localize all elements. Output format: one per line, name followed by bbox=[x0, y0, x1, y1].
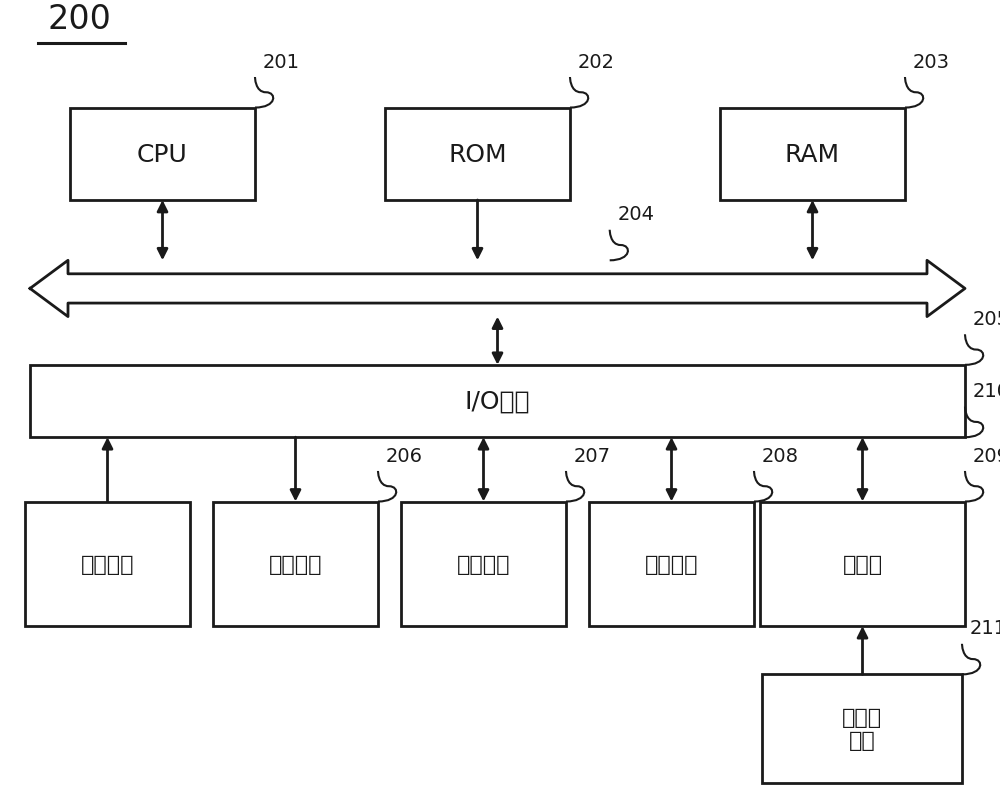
Text: 208: 208 bbox=[762, 446, 799, 465]
FancyBboxPatch shape bbox=[760, 502, 965, 626]
Text: RAM: RAM bbox=[785, 143, 840, 166]
Text: 存储部分: 存储部分 bbox=[457, 554, 510, 574]
FancyBboxPatch shape bbox=[385, 108, 570, 201]
Text: I/O接口: I/O接口 bbox=[465, 389, 530, 414]
Text: 通信部分: 通信部分 bbox=[645, 554, 698, 574]
Text: 203: 203 bbox=[913, 52, 950, 71]
FancyBboxPatch shape bbox=[213, 502, 378, 626]
Text: 206: 206 bbox=[386, 446, 423, 465]
FancyBboxPatch shape bbox=[589, 502, 754, 626]
Polygon shape bbox=[30, 261, 965, 317]
Text: 204: 204 bbox=[618, 205, 655, 224]
FancyBboxPatch shape bbox=[720, 108, 905, 201]
FancyBboxPatch shape bbox=[401, 502, 566, 626]
Text: 207: 207 bbox=[574, 446, 611, 465]
Text: 201: 201 bbox=[263, 52, 300, 71]
FancyBboxPatch shape bbox=[762, 675, 962, 783]
Text: 输入部分: 输入部分 bbox=[81, 554, 134, 574]
Text: 驱动器: 驱动器 bbox=[842, 554, 883, 574]
Text: 209: 209 bbox=[973, 446, 1000, 465]
Text: 200: 200 bbox=[48, 3, 112, 36]
FancyBboxPatch shape bbox=[70, 108, 255, 201]
FancyBboxPatch shape bbox=[30, 365, 965, 438]
Text: CPU: CPU bbox=[137, 143, 188, 166]
Text: 输出部分: 输出部分 bbox=[269, 554, 322, 574]
Text: 可拆卸
介质: 可拆卸 介质 bbox=[842, 707, 882, 750]
Text: ROM: ROM bbox=[448, 143, 507, 166]
Text: 211: 211 bbox=[970, 618, 1000, 638]
Text: 205: 205 bbox=[973, 309, 1000, 328]
Text: 210: 210 bbox=[973, 381, 1000, 401]
FancyBboxPatch shape bbox=[25, 502, 190, 626]
Text: 202: 202 bbox=[578, 52, 615, 71]
